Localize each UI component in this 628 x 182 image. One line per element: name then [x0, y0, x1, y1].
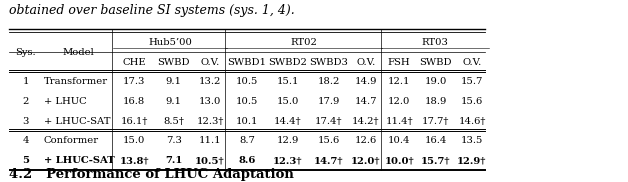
Text: RT02: RT02	[291, 38, 317, 47]
Text: 13.5: 13.5	[461, 136, 483, 145]
Text: SWBD: SWBD	[158, 58, 190, 67]
Text: 16.4: 16.4	[425, 136, 447, 145]
Text: O.V.: O.V.	[200, 58, 220, 67]
Text: 8.5†: 8.5†	[163, 117, 184, 126]
Text: 10.1: 10.1	[236, 117, 258, 126]
Text: O.V.: O.V.	[356, 58, 376, 67]
Text: 17.9: 17.9	[318, 97, 340, 106]
Text: 19.0: 19.0	[425, 77, 447, 86]
Text: 3: 3	[23, 117, 29, 126]
Text: 2: 2	[23, 97, 29, 106]
Text: 7.1: 7.1	[165, 156, 182, 165]
Text: 8.7: 8.7	[239, 136, 255, 145]
Text: + LHUC-SAT: + LHUC-SAT	[44, 117, 111, 126]
Text: 12.0†: 12.0†	[351, 156, 381, 165]
Text: 10.5: 10.5	[236, 77, 258, 86]
Text: 4: 4	[23, 136, 29, 145]
Text: 13.8†: 13.8†	[119, 156, 149, 165]
Text: 8.6: 8.6	[239, 156, 256, 165]
Text: 10.5†: 10.5†	[195, 156, 225, 165]
Text: 15.6: 15.6	[461, 97, 483, 106]
Text: 13.0: 13.0	[199, 97, 221, 106]
Text: 12.6: 12.6	[355, 136, 377, 145]
Text: 10.5: 10.5	[236, 97, 258, 106]
Text: 18.9: 18.9	[425, 97, 447, 106]
Text: 17.7†: 17.7†	[422, 117, 449, 126]
Text: SWBD: SWBD	[420, 58, 452, 67]
Text: + LHUC: + LHUC	[44, 97, 87, 106]
Text: 15.0: 15.0	[277, 97, 299, 106]
Text: 12.0: 12.0	[388, 97, 410, 106]
Text: 10.0†: 10.0†	[384, 156, 414, 165]
Text: 18.2: 18.2	[318, 77, 340, 86]
Text: 16.8: 16.8	[123, 97, 145, 106]
Text: 5: 5	[22, 156, 30, 165]
Text: 15.7: 15.7	[461, 77, 483, 86]
Text: O.V.: O.V.	[462, 58, 482, 67]
Text: 14.9: 14.9	[355, 77, 377, 86]
Text: Hub5’00: Hub5’00	[148, 38, 192, 47]
Text: Model: Model	[62, 48, 94, 57]
Text: 1: 1	[23, 77, 29, 86]
Text: Conformer: Conformer	[44, 136, 99, 145]
Text: Sys.: Sys.	[16, 48, 36, 57]
Text: 14.4†: 14.4†	[274, 117, 301, 126]
Text: 16.1†: 16.1†	[121, 117, 148, 126]
Text: SWBD3: SWBD3	[310, 58, 348, 67]
Text: 4.2   Performance of LHUC Adaptation: 4.2 Performance of LHUC Adaptation	[9, 168, 295, 181]
Text: 9.1: 9.1	[166, 77, 181, 86]
Text: 15.1: 15.1	[277, 77, 299, 86]
Text: 14.2†: 14.2†	[352, 117, 379, 126]
Text: Transformer: Transformer	[44, 77, 108, 86]
Text: SWBD1: SWBD1	[227, 58, 267, 67]
Text: 12.9: 12.9	[277, 136, 299, 145]
Text: 14.7: 14.7	[355, 97, 377, 106]
Text: 11.4†: 11.4†	[386, 117, 413, 126]
Text: 12.3†: 12.3†	[273, 156, 303, 165]
Text: 10.4: 10.4	[388, 136, 410, 145]
Text: 12.1: 12.1	[388, 77, 410, 86]
Text: RT03: RT03	[421, 38, 448, 47]
Text: 17.3: 17.3	[123, 77, 145, 86]
Text: 9.1: 9.1	[166, 97, 181, 106]
Text: 12.3†: 12.3†	[197, 117, 224, 126]
Text: 14.6†: 14.6†	[458, 117, 485, 126]
Text: 17.4†: 17.4†	[315, 117, 342, 126]
Text: 14.7†: 14.7†	[314, 156, 344, 165]
Text: 15.7†: 15.7†	[421, 156, 450, 165]
Text: obtained over baseline SI systems (sys. 1, 4).: obtained over baseline SI systems (sys. …	[9, 3, 295, 17]
Text: 11.1: 11.1	[198, 136, 222, 145]
Text: + LHUC-SAT: + LHUC-SAT	[44, 156, 115, 165]
Text: 7.3: 7.3	[166, 136, 181, 145]
Text: 13.2: 13.2	[199, 77, 221, 86]
Text: 12.9†: 12.9†	[457, 156, 487, 165]
Text: CHE: CHE	[122, 58, 146, 67]
Text: SWBD2: SWBD2	[269, 58, 307, 67]
Text: 15.6: 15.6	[318, 136, 340, 145]
Text: FSH: FSH	[387, 58, 411, 67]
Text: 15.0: 15.0	[123, 136, 145, 145]
